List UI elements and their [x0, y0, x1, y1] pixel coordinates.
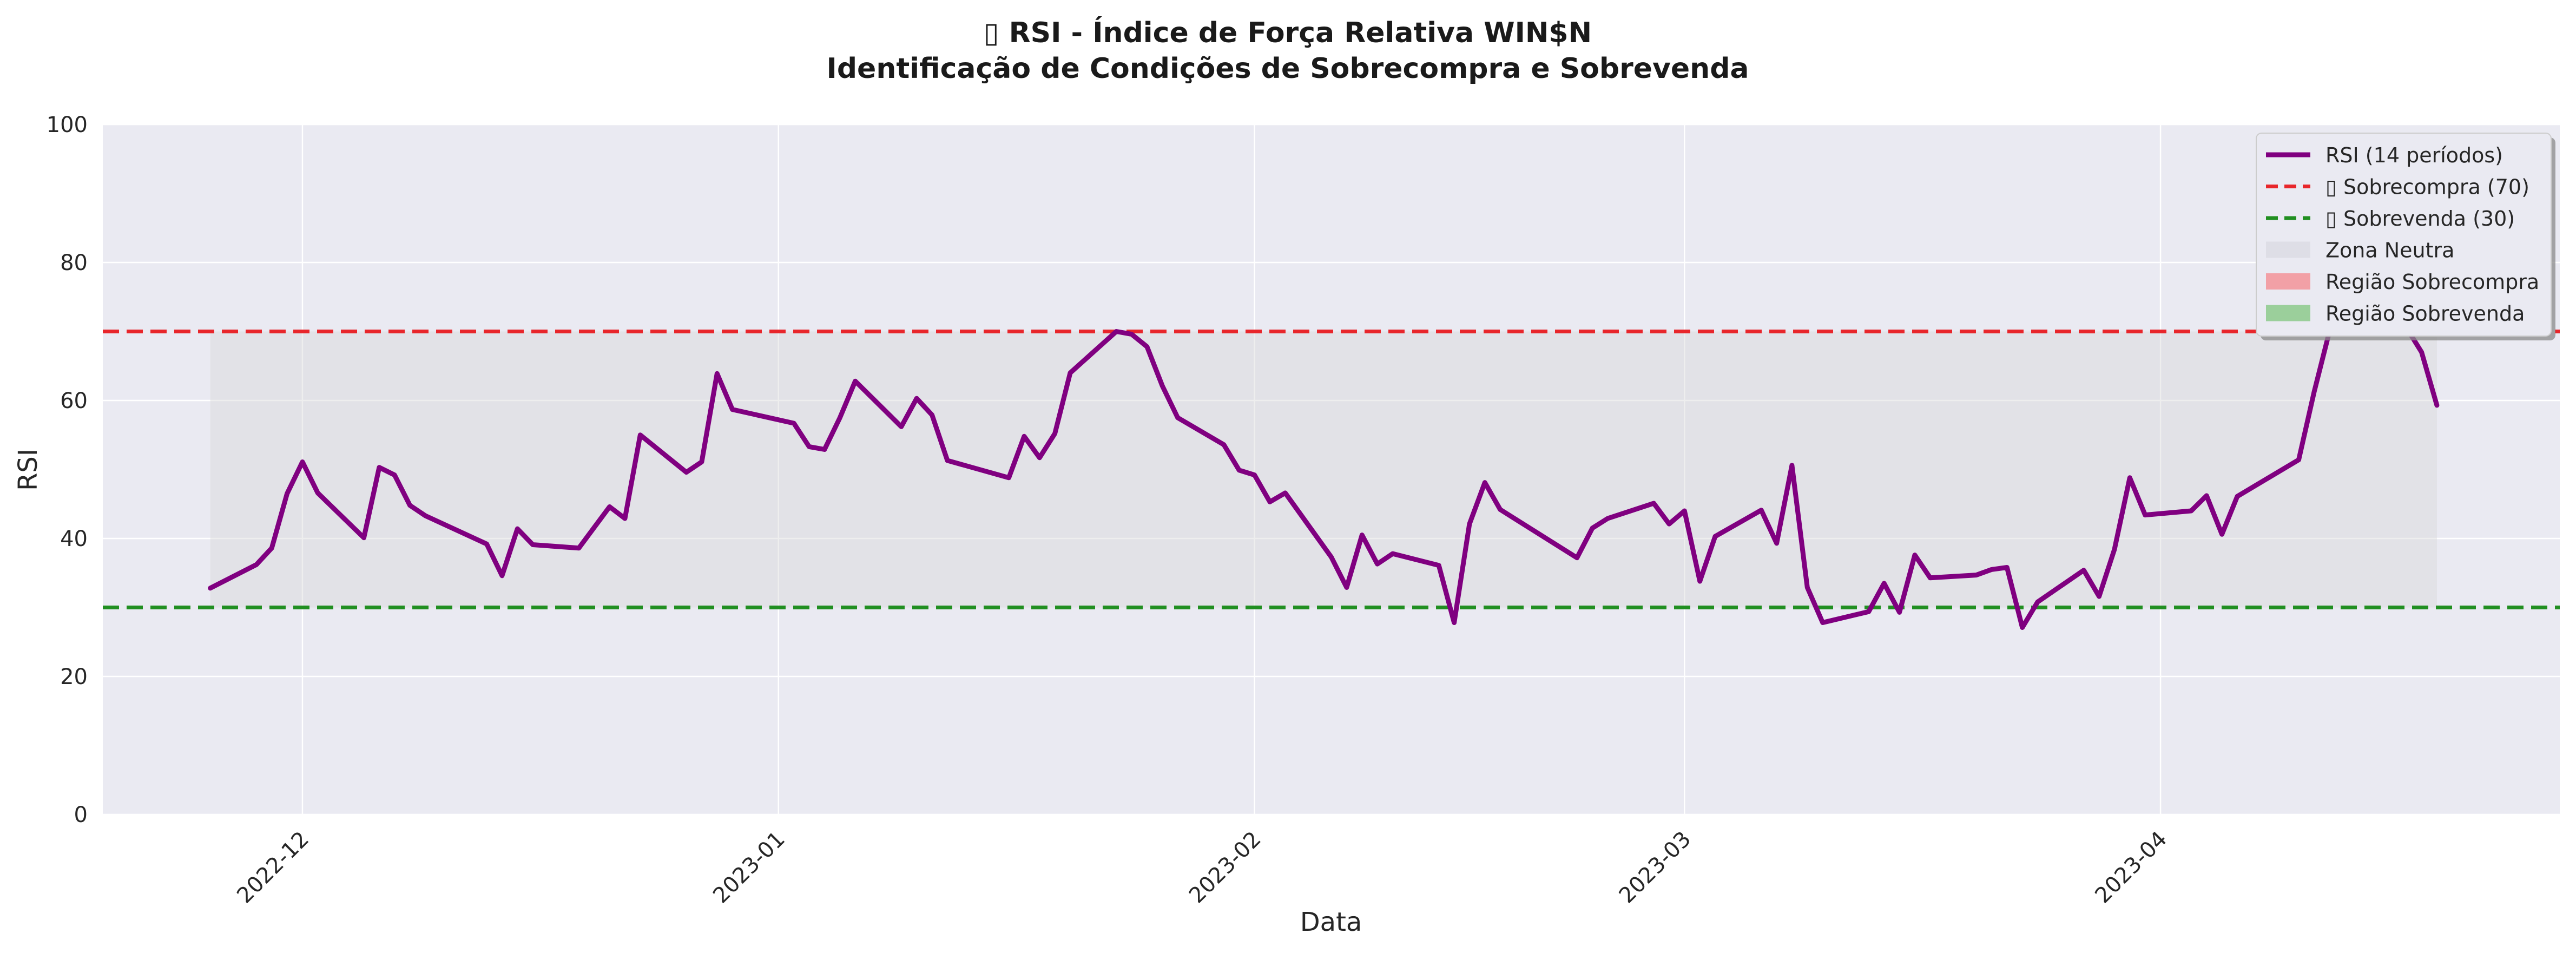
y-tick-label: 100	[47, 113, 88, 137]
legend-label: RSI (14 períodos)	[2325, 143, 2503, 167]
legend: RSI (14 períodos) ▯ Sobrecompra (70) ▯ Sob…	[2256, 133, 2555, 340]
x-axis: 2022-12 2023-01 2023-02 2023-03 2023-04	[232, 827, 2172, 909]
legend-item: Zona Neutra	[2266, 239, 2454, 262]
x-tick-label: 2023-01	[708, 827, 790, 909]
legend-label: ▯ Sobrevenda (30)	[2325, 207, 2515, 231]
legend-swatch	[2266, 273, 2310, 290]
x-tick-label: 2023-02	[1184, 827, 1266, 909]
y-tick-label: 60	[60, 389, 88, 413]
x-tick-label: 2023-04	[2090, 827, 2172, 909]
x-tick-label: 2022-12	[232, 827, 314, 909]
chart-title-line1: ▯ RSI - Índice de Força Relativa WIN$N	[984, 16, 1592, 49]
y-tick-label: 0	[74, 803, 88, 827]
legend-item: Região Sobrecompra	[2266, 270, 2539, 294]
y-tick-label: 40	[60, 527, 88, 551]
legend-label: Região Sobrecompra	[2325, 270, 2539, 294]
plot-background	[103, 124, 2560, 814]
rsi-series	[208, 287, 2440, 630]
y-tick-label: 80	[60, 251, 88, 275]
reference-lines	[103, 330, 2560, 609]
y-axis: 0 20 40 60 80 100	[47, 113, 88, 827]
legend-label: Região Sobrevenda	[2325, 302, 2525, 326]
chart-title-line2: Identificação de Condições de Sobrecompr…	[826, 52, 1749, 85]
rsi-line	[208, 287, 2440, 630]
legend-label: Zona Neutra	[2325, 239, 2454, 262]
x-axis-label: Data	[1300, 907, 1362, 937]
neutral-zone	[210, 331, 2437, 608]
legend-box	[2256, 133, 2552, 337]
y-tick-label: 20	[60, 665, 88, 689]
x-tick-label: 2023-03	[1615, 827, 1696, 909]
legend-item: RSI (14 períodos)	[2266, 143, 2503, 167]
legend-label: ▯ Sobrecompra (70)	[2325, 175, 2529, 199]
y-axis-label: RSI	[13, 449, 43, 491]
legend-item: ▯ Sobrevenda (30)	[2266, 207, 2515, 231]
legend-swatch	[2266, 305, 2310, 321]
neutral-zone-band	[210, 331, 2437, 608]
legend-swatch	[2266, 241, 2310, 258]
legend-item: ▯ Sobrecompra (70)	[2266, 175, 2529, 199]
legend-item: Região Sobrevenda	[2266, 302, 2525, 326]
